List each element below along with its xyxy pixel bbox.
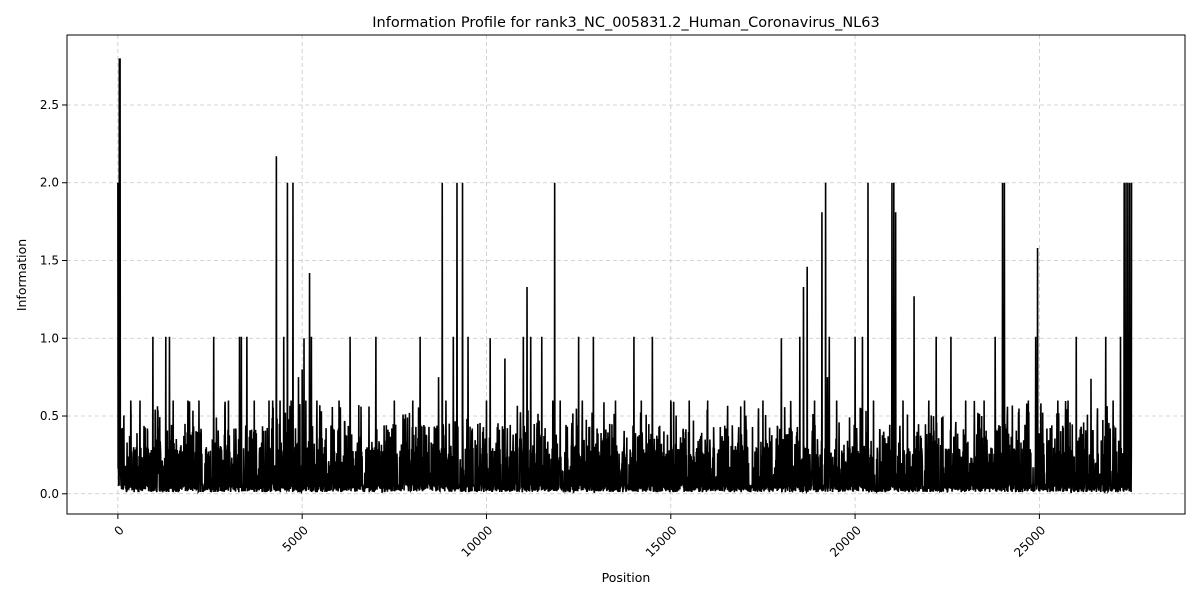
y-tick-label: 1.0 <box>40 331 59 345</box>
x-axis-label: Position <box>602 570 651 585</box>
y-tick-label: 1.5 <box>40 254 59 268</box>
plot-area-frame <box>66 34 1186 515</box>
information-series-line <box>117 58 1133 495</box>
y-axis-ticks: 0.0 0.5 1.0 1.5 2.0 2.5 <box>40 98 67 501</box>
chart-title: Information Profile for rank3_NC_005831.… <box>372 15 879 31</box>
data-layer <box>117 58 1133 495</box>
y-tick-label: 0.0 <box>40 487 59 501</box>
y-tick-label: 2.5 <box>40 98 59 112</box>
y-tick-label: 0.5 <box>40 409 59 423</box>
y-tick-label: 2.0 <box>40 176 59 190</box>
grid-layer <box>67 35 1185 514</box>
y-axis-label: Information <box>14 239 29 311</box>
